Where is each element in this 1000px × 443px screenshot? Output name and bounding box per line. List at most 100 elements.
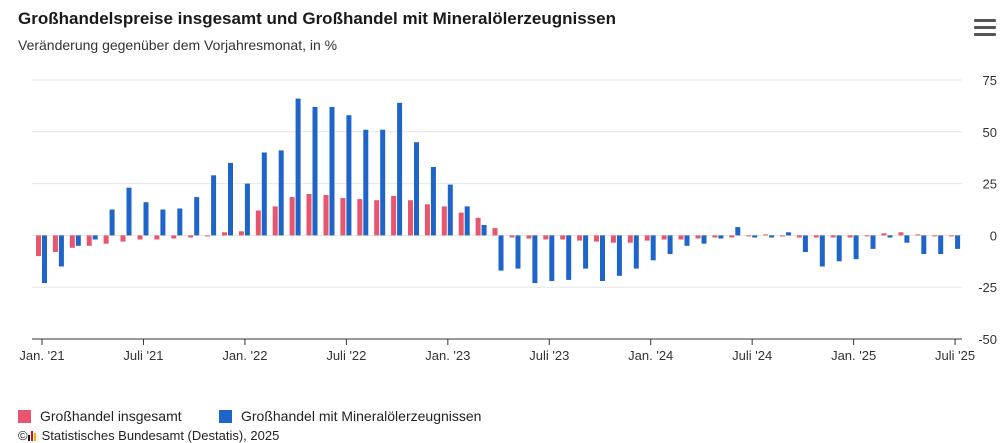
bar [921, 235, 927, 254]
bar [464, 206, 470, 236]
bar [532, 235, 538, 284]
source-text: Statistisches Bundesamt (Destatis), 2025 [41, 428, 280, 443]
menu-line [974, 33, 996, 36]
bar [346, 115, 352, 236]
x-tick-label: Juli '22 [326, 348, 366, 363]
hamburger-menu-icon[interactable] [974, 19, 996, 37]
source-credit: © Statistisches Bundesamt (Destatis), 20… [18, 428, 279, 443]
bar [447, 184, 453, 236]
bar [881, 233, 887, 236]
menu-line [974, 26, 996, 29]
bar [661, 235, 667, 240]
bar [92, 235, 98, 240]
y-tick-label: -25 [978, 280, 997, 295]
bar [566, 235, 572, 280]
bar [583, 235, 589, 269]
bar [847, 235, 853, 238]
bar [177, 208, 183, 236]
bar [137, 235, 143, 240]
legend-swatch-series2 [219, 409, 232, 423]
bar [205, 235, 211, 237]
bar [120, 235, 126, 242]
bar [678, 235, 684, 240]
bar [126, 187, 132, 236]
bar [746, 235, 752, 237]
x-tick-label: Juli '25 [935, 348, 975, 363]
bar [75, 235, 81, 246]
axis-layer: 75 50 25 0 -25 -50 Jan. '21 Juli '21 Jan. '22 Jul… [19, 73, 997, 363]
bar [786, 232, 791, 236]
bar [577, 235, 583, 241]
bar [278, 150, 284, 236]
y-tick-label: 50 [983, 125, 997, 140]
legend-item-series1[interactable]: Großhandel insgesamt [18, 408, 182, 424]
bar [763, 234, 769, 236]
bar [853, 235, 859, 260]
bar [616, 235, 622, 276]
bar [769, 235, 775, 238]
bar [949, 235, 955, 237]
bar [780, 235, 785, 237]
bar [255, 210, 261, 236]
y-tick-label: 25 [983, 177, 997, 192]
bar [543, 235, 549, 240]
bar [380, 129, 386, 236]
bar [549, 235, 555, 281]
bar [718, 235, 724, 239]
bar [887, 235, 893, 238]
bar [154, 235, 160, 240]
bar [329, 106, 335, 236]
bar [600, 235, 605, 281]
bar [684, 235, 690, 246]
bars-layer [36, 98, 961, 284]
legend-item-series2[interactable]: Großhandel mit Mineralölerzeugnissen [219, 408, 481, 424]
x-tick-label: Juli '23 [529, 348, 569, 363]
bar [819, 235, 825, 267]
bar [594, 235, 599, 242]
bar [560, 235, 566, 240]
bar [238, 231, 244, 236]
bar [86, 235, 92, 246]
bar [836, 235, 842, 262]
bar [340, 198, 346, 236]
bar [633, 235, 639, 269]
bar [397, 102, 403, 236]
bar [904, 235, 910, 243]
bar [644, 235, 650, 241]
x-tick-label: Jan. '24 [628, 348, 673, 363]
bar [312, 106, 318, 236]
bar [374, 200, 380, 236]
bar [492, 228, 498, 236]
bar [526, 235, 532, 239]
bar [752, 235, 758, 238]
x-tick-label: Jan. '22 [222, 348, 267, 363]
y-tick-label: 75 [983, 73, 997, 88]
bar [898, 232, 904, 236]
bar [222, 232, 227, 236]
bar [52, 235, 58, 252]
bar [430, 167, 436, 236]
legend-label-series1: Großhandel insgesamt [40, 408, 182, 424]
bar [802, 235, 808, 252]
bar [932, 235, 938, 237]
bar [627, 235, 633, 243]
bar [864, 235, 870, 237]
bar [363, 129, 369, 236]
bar [103, 235, 109, 244]
x-tick-label: Jan. '23 [425, 348, 470, 363]
bar [228, 162, 233, 236]
x-tick-label: Juli '21 [123, 348, 163, 363]
grid-layer [32, 79, 962, 288]
bar [424, 204, 430, 236]
bar [69, 235, 75, 248]
destatis-logo-icon [27, 430, 37, 441]
bar [188, 235, 194, 238]
bar [272, 206, 278, 236]
bar [498, 235, 504, 271]
bar [261, 152, 267, 236]
bar [701, 235, 707, 244]
bar [650, 235, 656, 261]
bar [667, 235, 673, 254]
bar [306, 194, 312, 236]
bar [211, 175, 217, 236]
